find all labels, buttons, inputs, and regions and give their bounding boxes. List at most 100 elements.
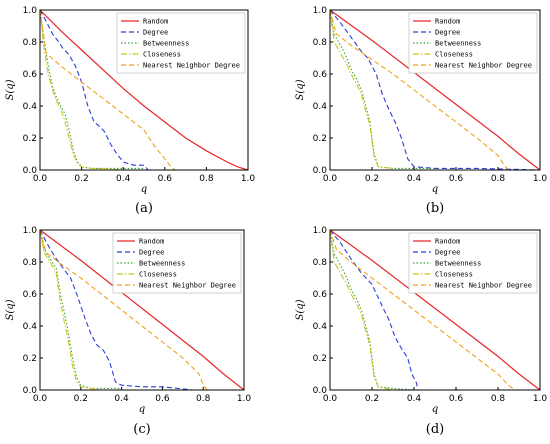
x-tick-label: 0.6 <box>155 394 170 404</box>
x-tick-label: 0.0 <box>323 174 338 184</box>
y-axis-label: S(q) <box>5 79 16 100</box>
legend-entry: Closeness <box>139 271 177 279</box>
y-tick-label: 0.0 <box>23 166 38 176</box>
x-tick-label: 1.0 <box>241 174 256 184</box>
series-line-nearest-neighbor-degree <box>39 229 208 391</box>
series-line-random <box>39 229 245 391</box>
y-axis-label: S(q) <box>5 299 16 320</box>
y-tick-label: 0.4 <box>23 322 38 332</box>
series-line-degree <box>329 229 419 391</box>
y-tick-label: 0.4 <box>313 102 328 112</box>
legend-entry: Degree <box>139 249 164 257</box>
plot-frame <box>39 9 249 171</box>
x-tick-label: 0.8 <box>196 394 211 404</box>
legend-entry: Closeness <box>435 51 473 59</box>
legend-box <box>112 232 242 294</box>
x-tick-label: 0.2 <box>74 394 88 404</box>
legend-entry: Degree <box>435 29 460 37</box>
series-line-nearest-neighbor-degree <box>329 229 516 391</box>
legend-entry: Nearest Neighbor Degree <box>143 62 240 70</box>
x-tick-label: 0.8 <box>491 394 506 404</box>
y-tick-label: 1.0 <box>313 6 328 16</box>
y-tick-label: 0.4 <box>313 322 328 332</box>
plot-frame <box>329 229 541 391</box>
y-tick-label: 0.4 <box>23 102 38 112</box>
x-tick-label: 0.0 <box>323 394 338 404</box>
y-tick-label: 0.6 <box>23 70 38 80</box>
series-line-closeness <box>39 229 102 391</box>
legend-entry: Betweenness <box>139 260 185 268</box>
x-tick-label: 0.6 <box>449 394 464 404</box>
plot-frame <box>329 9 541 171</box>
panel-label: (d) <box>426 422 444 437</box>
x-tick-label: 0.2 <box>365 174 379 184</box>
x-tick-label: 0.2 <box>365 394 379 404</box>
legend-box <box>408 232 538 294</box>
y-tick-label: 1.0 <box>313 226 328 236</box>
y-tick-label: 1.0 <box>23 6 38 16</box>
x-tick-label: 1.0 <box>533 174 548 184</box>
panel-label: (a) <box>135 201 153 216</box>
chart-panel-3: 0.0 0.2 0.4 0.6 0.8 1.0 0.0 0.2 0.4 0.6 0.8 1.0 q S(q… <box>295 226 547 437</box>
series-line-random <box>329 229 541 391</box>
legend-entry: Nearest Neighbor Degree <box>435 282 532 290</box>
series-line-closeness <box>329 229 394 391</box>
chart-panel-2: 0.0 0.2 0.4 0.6 0.8 1.0 0.0 0.2 0.4 0.6 0.8 1.0 q S(q… <box>5 226 251 437</box>
x-axis-label: q <box>432 184 438 195</box>
y-tick-label: 0.2 <box>23 354 37 364</box>
x-axis-label: q <box>139 404 145 415</box>
legend-entry: Betweenness <box>435 40 481 48</box>
y-tick-label: 0.8 <box>313 258 328 268</box>
legend-entry: Nearest Neighbor Degree <box>139 282 236 290</box>
legend-entry: Nearest Neighbor Degree <box>435 62 532 70</box>
x-tick-label: 0.4 <box>407 174 422 184</box>
y-tick-label: 1.0 <box>23 226 38 236</box>
y-axis-label: S(q) <box>295 79 306 100</box>
x-tick-label: 0.6 <box>158 174 173 184</box>
panel-label: (b) <box>426 201 444 216</box>
x-tick-label: 0.2 <box>74 174 88 184</box>
y-tick-label: 0.0 <box>313 386 328 396</box>
legend-entry: Closeness <box>435 271 473 279</box>
legend-entry: Random <box>143 18 168 26</box>
plot-frame <box>39 229 245 391</box>
legend-entry: Betweenness <box>435 260 481 268</box>
y-tick-label: 0.6 <box>313 70 328 80</box>
x-tick-label: 1.0 <box>237 394 252 404</box>
x-axis-label: q <box>141 184 147 195</box>
legend-entry: Degree <box>435 249 460 257</box>
y-tick-label: 0.6 <box>313 290 328 300</box>
series-line-closeness <box>39 9 124 171</box>
legend-entry: Random <box>435 18 460 26</box>
y-tick-label: 0.8 <box>23 258 38 268</box>
legend-entry: Betweenness <box>143 40 189 48</box>
series-line-nearest-neighbor-degree <box>39 9 176 171</box>
y-tick-label: 0.2 <box>313 134 327 144</box>
series-line-degree <box>329 9 541 171</box>
y-tick-label: 0.2 <box>313 354 327 364</box>
y-tick-label: 0.8 <box>313 38 328 48</box>
legend-entry: Degree <box>143 29 168 37</box>
series-line-random <box>39 9 249 171</box>
legend-box <box>408 12 538 74</box>
x-tick-label: 0.4 <box>114 394 129 404</box>
legend-entry: Closeness <box>143 51 181 59</box>
y-tick-label: 0.0 <box>313 166 328 176</box>
chart-panel-0: 0.0 0.2 0.4 0.6 0.8 1.0 0.0 0.2 0.4 0.6 0.8 1.0 q S(q… <box>5 6 255 216</box>
series-line-degree <box>39 229 194 391</box>
x-tick-label: 0.0 <box>33 174 48 184</box>
legend-entry: Random <box>139 238 164 246</box>
panel-label: (c) <box>133 422 150 437</box>
x-tick-label: 0.6 <box>449 174 464 184</box>
y-tick-label: 0.0 <box>23 386 38 396</box>
series-line-closeness <box>329 9 394 169</box>
legend-box <box>116 12 246 74</box>
series-line-random <box>329 9 541 171</box>
chart-panel-1: 0.0 0.2 0.4 0.6 0.8 1.0 0.0 0.2 0.4 0.6 0.8 1.0 q S(q… <box>295 6 547 216</box>
x-tick-label: 0.8 <box>491 174 506 184</box>
legend-entry: Random <box>435 238 460 246</box>
x-tick-label: 0.4 <box>407 394 422 404</box>
y-tick-label: 0.2 <box>23 134 37 144</box>
series-line-nearest-neighbor-degree <box>329 9 509 171</box>
